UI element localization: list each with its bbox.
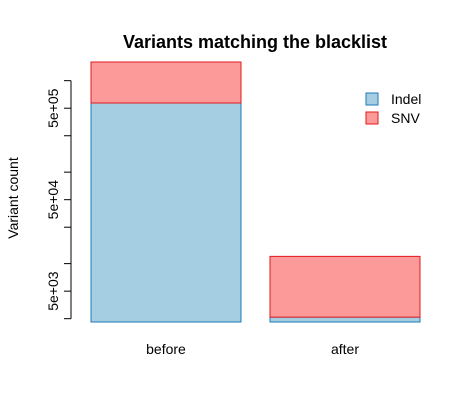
y-tick-label: 5e+05	[45, 88, 61, 128]
x-category-label: after	[331, 341, 359, 357]
legend: Indel SNV	[365, 91, 421, 126]
bar-after-snv	[269, 255, 421, 318]
chart-title: Variants matching the blacklist	[123, 32, 387, 52]
bar-before-indel	[90, 102, 242, 323]
y-axis: 5e+03 5e+04 5e+05	[45, 80, 72, 320]
category-labels: before after	[146, 341, 359, 357]
x-category-label: before	[146, 341, 186, 357]
y-tick-label: 5e+04	[45, 180, 61, 220]
y-axis-label: Variant count	[5, 157, 21, 239]
bar-before-snv	[90, 61, 242, 104]
bar-after-indel	[269, 316, 421, 323]
y-tick-label: 5e+03	[45, 271, 61, 311]
legend-swatch-indel	[365, 92, 379, 106]
legend-label-snv: SNV	[391, 110, 420, 126]
bars-group	[90, 61, 421, 323]
legend-label-indel: Indel	[391, 91, 421, 107]
legend-swatch-snv	[365, 111, 379, 125]
